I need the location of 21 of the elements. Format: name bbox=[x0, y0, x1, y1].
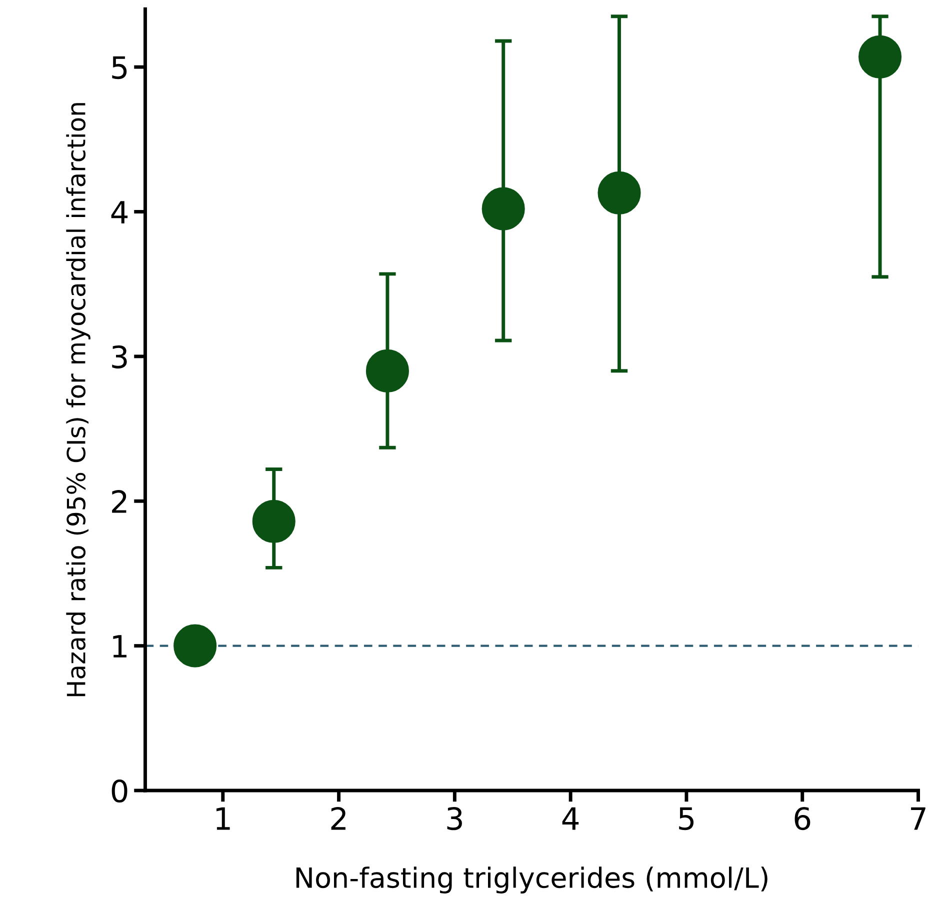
x-tick-label: 4 bbox=[562, 807, 579, 830]
point bbox=[366, 349, 409, 392]
x-tick-label: 6 bbox=[794, 807, 810, 830]
y-tick-label: 2 bbox=[112, 490, 126, 513]
point bbox=[174, 624, 217, 668]
y-axis-title: Hazard ratio (95% CIs) for myocardial infarction bbox=[66, 103, 90, 696]
point bbox=[482, 187, 525, 230]
x-tick-label: 3 bbox=[447, 807, 462, 830]
point bbox=[598, 171, 641, 214]
x-axis-title: Non-fasting triglycerides (mmol/L) bbox=[296, 866, 768, 894]
y-tick-label: 0 bbox=[112, 779, 128, 803]
y-tick-label: 1 bbox=[113, 635, 126, 658]
y-tick-label: 4 bbox=[111, 201, 128, 224]
y-tick-label: 5 bbox=[112, 56, 127, 80]
point bbox=[252, 500, 296, 543]
point bbox=[858, 35, 902, 78]
y-tick-label: 3 bbox=[112, 345, 127, 368]
x-tick-label: 5 bbox=[679, 807, 694, 830]
x-tick-label: 7 bbox=[911, 807, 926, 830]
x-tick-label: 1 bbox=[216, 807, 230, 830]
x-tick-label: 2 bbox=[331, 807, 346, 830]
